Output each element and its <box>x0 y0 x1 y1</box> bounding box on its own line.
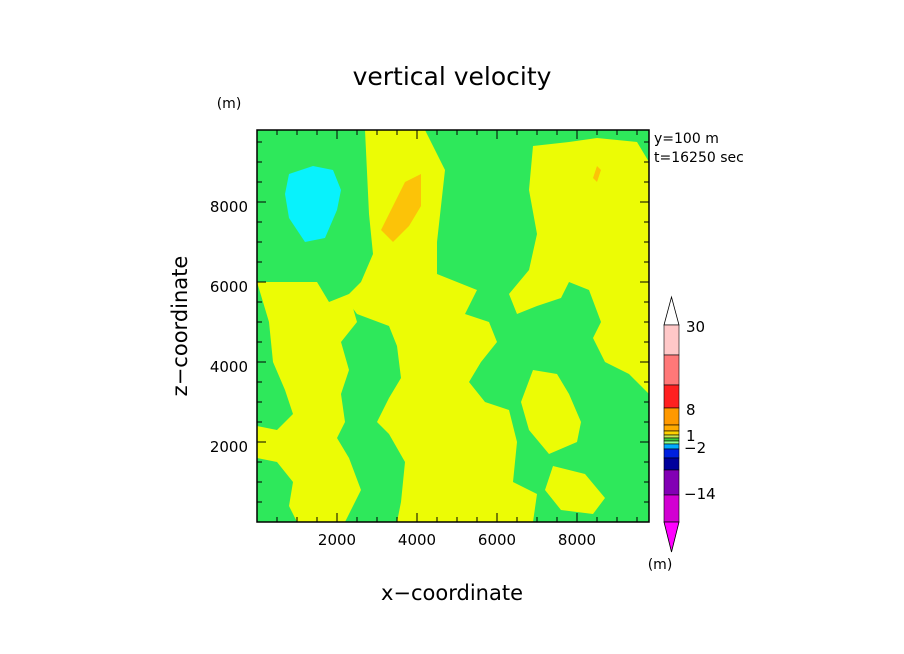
x-tick-label: 6000 <box>478 531 516 549</box>
colorbar-segment <box>663 407 680 426</box>
axis-ticks <box>257 130 649 522</box>
colorbar-segment <box>663 424 680 432</box>
x-tick-label: 8000 <box>558 531 596 549</box>
contour-region-yellow <box>545 466 605 514</box>
x-unit-label: (m) <box>648 557 673 573</box>
colorbar-label-8: 8 <box>686 401 696 419</box>
colorbar-segment <box>663 324 680 356</box>
contour-region-yellow <box>509 138 649 394</box>
colorbar-segment <box>663 434 680 439</box>
y-tick-label: 8000 <box>210 198 248 216</box>
contour-region-cyan <box>285 166 341 242</box>
colorbar-label-minus-14: −14 <box>684 485 716 503</box>
x-tick-label: 2000 <box>318 531 356 549</box>
y-axis-title: z−coordinate <box>168 256 192 397</box>
colorbar-segment <box>663 448 680 459</box>
chart-title: vertical velocity <box>353 62 552 91</box>
colorbar-segment <box>663 457 680 471</box>
contour-region-yellow <box>257 282 361 522</box>
colorbar-segment <box>663 469 680 496</box>
colorbar-segment <box>663 494 680 523</box>
contour-region-orange <box>381 174 421 242</box>
colorbar-top-arrow <box>663 295 680 326</box>
x-tick-label: 4000 <box>398 531 436 549</box>
colorbar-segment <box>663 430 680 436</box>
plot-area <box>257 130 649 522</box>
annotation-y: y=100 m <box>654 131 719 147</box>
colorbar-segment <box>663 440 680 445</box>
plot-frame <box>256 129 650 523</box>
y-tick-label: 4000 <box>210 358 248 376</box>
y-tick-label: 6000 <box>210 278 248 296</box>
x-axis-title: x−coordinate <box>381 581 523 605</box>
colorbar <box>663 295 680 553</box>
y-tick-label: 2000 <box>210 438 248 456</box>
colorbar-label-1: 1 <box>686 427 696 445</box>
colorbar-segment <box>663 384 680 409</box>
colorbar-segment <box>663 437 680 442</box>
colorbar-label-minus-2: −2 <box>684 439 706 457</box>
colorbar-segment <box>663 354 680 386</box>
y-unit-label: (m) <box>217 96 242 112</box>
colorbar-bottom-arrow <box>663 521 680 553</box>
colorbar-segment <box>663 443 680 450</box>
contour-region-orange <box>593 166 601 182</box>
annotation-t: t=16250 sec <box>654 150 744 166</box>
colorbar-label-30: 30 <box>686 318 705 336</box>
contour-region-yellow <box>521 370 581 454</box>
